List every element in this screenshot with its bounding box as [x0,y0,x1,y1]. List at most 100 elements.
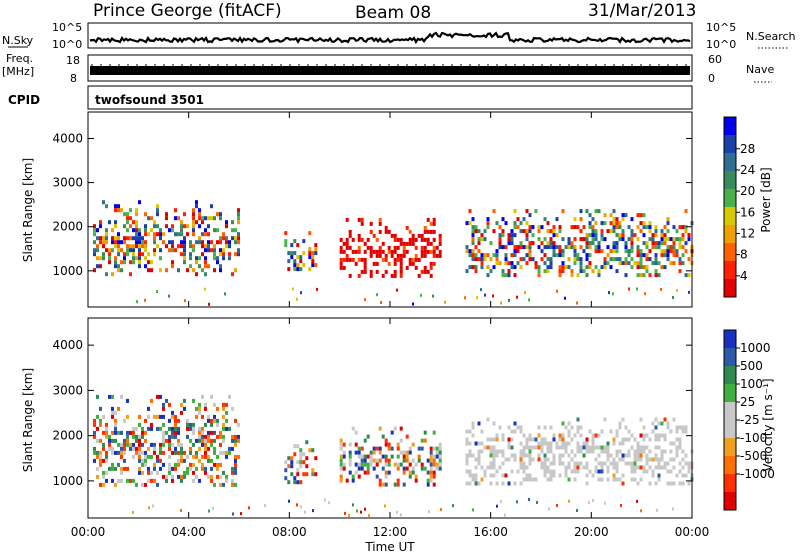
echo-cell [408,450,412,455]
echo-cell [219,474,222,479]
echo-cell [648,273,652,278]
echo-cell [663,241,667,246]
echo-cell [396,454,400,459]
echo-cell [102,442,105,447]
echo-cell [525,477,529,482]
echo-cell [144,462,147,467]
echo-cell [498,233,502,238]
echo-cell [426,237,430,242]
echo-cell [312,509,314,513]
echo-cell [501,433,505,438]
echo-cell [645,241,649,246]
echo-cell [222,450,225,455]
echo-cell [429,221,433,226]
x-tick-label: 00:00 [71,525,106,539]
echo-cell [105,228,108,233]
echo-cell [681,253,685,258]
echo-cell [132,426,135,431]
echo-cell [135,228,138,233]
echo-cell [642,425,646,430]
echo-cell [351,237,355,242]
echo-cell [630,245,634,250]
echo-cell [432,253,436,258]
echo-cell [135,208,138,213]
echo-cell [114,204,117,209]
echo-cell [609,461,613,466]
echo-cell [684,473,688,478]
echo-cell [228,426,231,431]
echo-cell [672,465,676,470]
echo-cell [582,465,586,470]
echo-cell [591,233,595,238]
echo-cell [576,469,580,474]
echo-cell [420,438,424,443]
echo-cell [672,441,676,446]
echo-cell [657,477,661,482]
echo-cell [348,229,352,234]
echo-cell [96,248,99,253]
echo-cell [524,291,526,295]
echo-cell [639,265,643,270]
echo-cell [132,228,135,233]
echo-cell [304,510,306,514]
echo-cell [585,233,589,238]
echo-cell [129,224,132,229]
echo-cell [429,470,433,475]
echo-cell [396,253,400,258]
echo-cell [171,466,174,471]
echo-cell [528,449,532,454]
echo-cell [606,465,610,470]
echo-cell [378,458,382,463]
echo-cell [378,245,382,250]
echo-cell [561,453,565,458]
echo-cell [633,233,637,238]
echo-cell [468,449,472,454]
echo-cell [177,462,180,467]
echo-cell [369,229,373,234]
echo-cell [543,473,547,478]
echo-cell [546,229,550,234]
echo-cell [198,212,201,217]
echo-cell [231,406,234,411]
echo-cell [165,244,168,249]
echo-cell [147,426,150,431]
echo-cell [153,232,156,237]
echo-cell [195,466,198,471]
echo-cell [660,465,664,470]
nave-tick-high: 60 [708,53,722,66]
echo-cell [660,457,664,462]
echo-cell [204,248,207,253]
echo-cell [594,469,598,474]
echo-cell [438,237,442,242]
echo-cell [411,241,415,246]
echo-cell [657,245,661,250]
echo-cell [308,448,312,453]
echo-cell [138,264,141,269]
echo-cell [423,229,427,234]
echo-cell [186,224,189,229]
echo-cell [495,257,499,262]
echo-cell [474,457,478,462]
echo-cell [108,394,111,399]
echo-cell [198,240,201,245]
echo-cell [96,450,99,455]
echo-cell [552,229,556,234]
echo-cell [624,261,628,266]
echo-cell [660,265,664,270]
echo-cell [609,221,613,226]
echo-cell [513,273,517,278]
echo-cell [537,453,541,458]
echo-cell [672,296,674,299]
echo-cell [432,237,436,242]
echo-cell [615,269,619,274]
echo-cell [117,248,120,253]
echo-cell [183,450,186,455]
echo-cell [588,429,592,434]
echo-cell [378,253,382,258]
echo-cell [624,241,628,246]
echo-cell [555,233,559,238]
echo-cell [568,499,570,503]
echo-cell [423,438,427,443]
echo-cell [96,426,99,431]
